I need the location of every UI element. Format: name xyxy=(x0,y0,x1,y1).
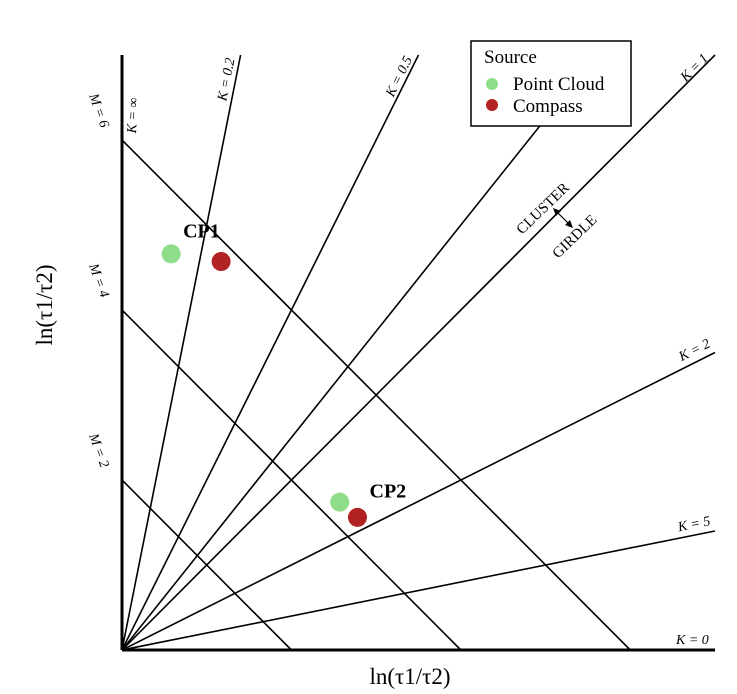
k-line-1 xyxy=(121,54,716,651)
point-label-cp2: CP2 xyxy=(370,480,407,502)
legend-box xyxy=(470,40,632,127)
k-line-label-5: K = 5 xyxy=(676,514,712,535)
k-line-label-inf: K = ∞ xyxy=(125,97,142,135)
point-compass-2 xyxy=(348,507,368,527)
point-compass-1 xyxy=(211,252,231,272)
legend-label-compass: Compass xyxy=(513,96,583,117)
m-line-label-6: M = 6 xyxy=(85,91,111,130)
k-line-label-1: K = 1 xyxy=(677,51,711,86)
legend-title: Source xyxy=(484,47,537,68)
m-line-label-4: M = 4 xyxy=(85,261,111,300)
point-point-cloud-2 xyxy=(330,492,350,512)
y-axis-label: ln(τ1/τ2) xyxy=(32,264,57,345)
x-axis-label: ln(τ1/τ2) xyxy=(369,664,450,689)
legend-marker-compass xyxy=(486,99,498,111)
legend-label-point-cloud: Point Cloud xyxy=(513,74,605,95)
k-line-0p5 xyxy=(121,54,420,651)
k-line-label-0: K = 0 xyxy=(675,633,709,648)
k-line-5 xyxy=(121,530,716,651)
k-line-0p8 xyxy=(121,54,598,651)
k-line-label-2: K = 2 xyxy=(676,337,713,366)
legend-marker-point-cloud xyxy=(486,78,498,90)
k-line-2 xyxy=(121,351,716,651)
k-line-0p2 xyxy=(121,54,242,651)
k-line-label-0p5: K = 0.5 xyxy=(383,54,416,100)
girdle-label: GIRDLE xyxy=(550,212,601,262)
cluster-label: CLUSTER xyxy=(514,180,573,238)
double-headed-arrow-icon xyxy=(553,208,573,228)
legend: Source Point Cloud Compass xyxy=(470,40,632,127)
point-label-cp1: CP1 xyxy=(183,221,220,243)
point-point-cloud-1 xyxy=(161,244,181,264)
m-line-label-2: M = 2 xyxy=(85,431,111,470)
